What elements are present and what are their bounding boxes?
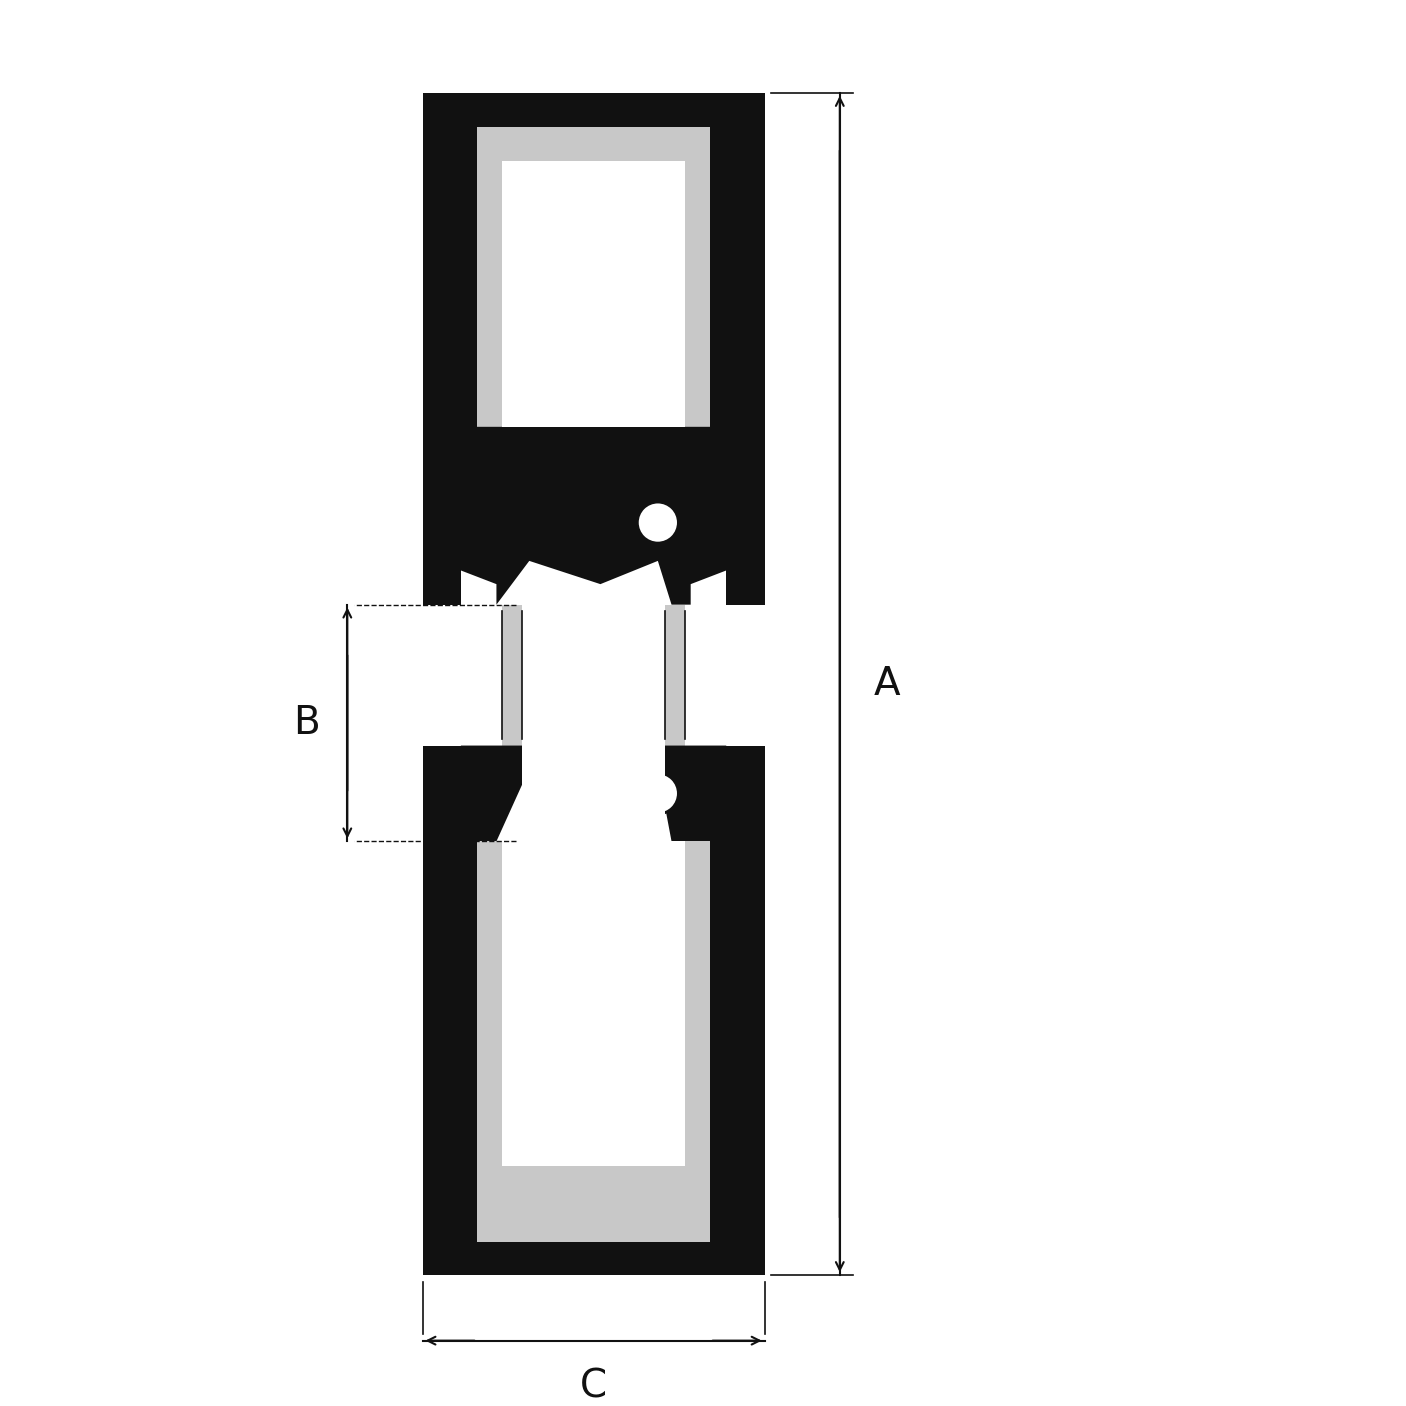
Polygon shape (727, 841, 765, 1241)
Polygon shape (502, 127, 685, 162)
Polygon shape (423, 427, 461, 605)
Polygon shape (423, 1241, 765, 1275)
Polygon shape (523, 591, 665, 855)
Polygon shape (710, 127, 727, 162)
Polygon shape (727, 427, 765, 605)
Ellipse shape (637, 773, 678, 814)
Polygon shape (523, 605, 665, 745)
Text: B: B (292, 704, 319, 742)
Polygon shape (461, 127, 477, 162)
Polygon shape (461, 162, 727, 427)
Polygon shape (461, 745, 727, 876)
Polygon shape (477, 841, 502, 1166)
Polygon shape (523, 605, 665, 745)
Polygon shape (477, 127, 710, 162)
Polygon shape (685, 841, 710, 1166)
Text: A: A (875, 665, 901, 703)
Polygon shape (727, 127, 765, 427)
Polygon shape (423, 745, 461, 841)
Polygon shape (423, 93, 765, 127)
Polygon shape (423, 127, 461, 427)
Ellipse shape (637, 502, 678, 543)
Polygon shape (502, 605, 523, 745)
Text: C: C (581, 1368, 607, 1406)
Polygon shape (502, 162, 685, 427)
Polygon shape (502, 1166, 685, 1241)
Polygon shape (461, 427, 727, 605)
Polygon shape (461, 1166, 477, 1241)
Polygon shape (685, 162, 710, 427)
Polygon shape (727, 745, 765, 841)
Polygon shape (665, 605, 685, 745)
Polygon shape (477, 1166, 710, 1241)
Polygon shape (461, 841, 727, 1241)
Polygon shape (502, 841, 685, 1166)
Polygon shape (423, 841, 461, 1241)
Polygon shape (477, 162, 502, 427)
Polygon shape (710, 1166, 727, 1241)
